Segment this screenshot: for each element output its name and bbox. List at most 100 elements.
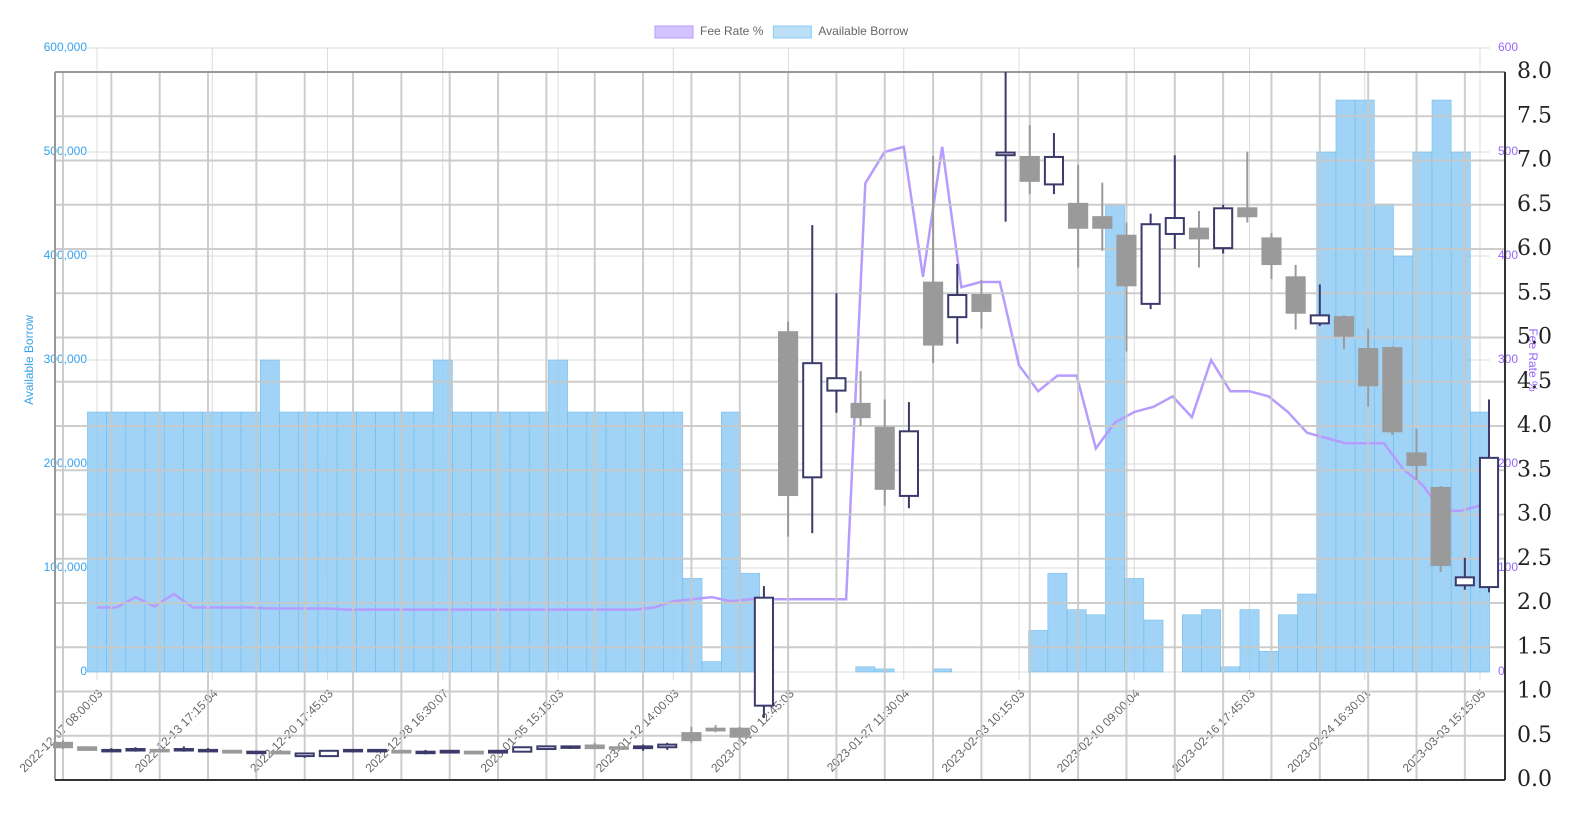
candle-body <box>729 727 750 738</box>
candle-body <box>850 402 871 419</box>
bar <box>1066 609 1087 673</box>
candle-body <box>633 745 654 750</box>
bar <box>490 411 511 673</box>
y-tick-label: 0 <box>80 664 87 678</box>
bar <box>701 661 722 673</box>
candle-body <box>1140 223 1161 305</box>
y-tick-label: 7.5 <box>1517 103 1552 128</box>
bar <box>471 411 492 673</box>
y2-tick-label: 400 <box>1498 248 1518 262</box>
candle-body <box>753 596 774 707</box>
candle-body <box>1188 227 1210 240</box>
bar <box>413 411 434 673</box>
candle-body <box>584 744 605 750</box>
candle-body <box>1116 234 1137 287</box>
candle-body <box>101 748 122 753</box>
bar <box>721 411 741 673</box>
bar <box>202 411 223 673</box>
y-tick-label: 5.0 <box>1517 325 1552 350</box>
y-tick-label: 6.5 <box>1517 192 1552 217</box>
y2-tick-label: 600 <box>1498 40 1518 54</box>
y-tick-label: 400,000 <box>44 248 88 262</box>
y-tick-label: 500,000 <box>44 144 88 158</box>
bar <box>567 411 588 673</box>
y-tick-label: 2.0 <box>1517 590 1552 615</box>
candle-body <box>608 746 629 750</box>
candle-body <box>898 430 919 497</box>
candle-body <box>415 750 436 755</box>
candle-body <box>173 748 194 752</box>
bar <box>125 411 146 673</box>
bar <box>682 578 703 673</box>
bar <box>548 359 568 673</box>
bar <box>509 411 530 673</box>
bar <box>106 411 127 673</box>
candle-body <box>246 750 267 755</box>
y-tick-label: 3.5 <box>1517 457 1552 482</box>
candle-body <box>971 294 992 312</box>
y-tick-label: 5.5 <box>1517 280 1552 305</box>
bar <box>279 411 299 673</box>
bar <box>452 411 472 673</box>
candle-body <box>77 746 98 751</box>
y-tick-label: 6.0 <box>1517 236 1552 261</box>
candle-body <box>560 745 581 749</box>
bar <box>375 411 395 673</box>
candle-body <box>1382 347 1403 433</box>
candle-body <box>1309 314 1330 325</box>
candle-body <box>1068 202 1089 229</box>
bar <box>356 411 376 673</box>
y-tick-label: 4.5 <box>1517 369 1552 394</box>
bar <box>1085 614 1106 673</box>
bar <box>663 411 684 673</box>
y2-axis-title: Fee Rate % <box>1526 328 1540 392</box>
bar <box>240 411 261 673</box>
candle-body <box>874 426 895 490</box>
legend-label: Available Borrow <box>818 24 908 38</box>
candle-body <box>778 331 799 497</box>
bar <box>1297 593 1317 673</box>
candle-body <box>1285 276 1306 314</box>
bar <box>586 411 607 673</box>
candle-body <box>125 748 146 752</box>
bar <box>1335 99 1356 673</box>
candle-body <box>1092 216 1113 229</box>
bar <box>221 411 242 673</box>
candle-body <box>1019 155 1040 182</box>
candle-body <box>222 749 243 754</box>
bar <box>144 411 165 673</box>
candle-body <box>1333 316 1355 337</box>
candle-body <box>947 294 968 319</box>
bar <box>1201 609 1221 673</box>
y-tick-label: 0.5 <box>1517 723 1552 748</box>
bar <box>183 411 203 673</box>
candle-body <box>995 151 1016 157</box>
bar <box>932 668 953 673</box>
bar <box>1431 99 1452 673</box>
bar <box>260 359 280 673</box>
candle-body <box>487 749 509 754</box>
bar <box>87 411 107 673</box>
candle-body <box>463 750 484 755</box>
y-tick-label: 200,000 <box>44 456 88 470</box>
bar <box>1374 203 1394 673</box>
bar <box>1239 609 1260 673</box>
candle-body <box>367 748 388 753</box>
candle-body <box>1213 207 1234 250</box>
y-tick-label: 8.0 <box>1517 59 1552 84</box>
candle-body <box>681 732 702 742</box>
candle-body <box>1261 237 1282 266</box>
candle-body <box>802 362 823 479</box>
candle-body <box>1454 576 1475 587</box>
candle-body <box>1430 486 1451 566</box>
candle-body <box>270 750 291 755</box>
y2-tick-label: 200 <box>1498 456 1518 470</box>
candle-body <box>657 743 678 749</box>
candle-body <box>1406 452 1427 466</box>
bar <box>298 411 319 673</box>
y2-tick-label: 300 <box>1498 352 1518 366</box>
legend-label: Fee Rate % <box>700 24 764 38</box>
bar <box>1278 614 1298 673</box>
bar <box>644 411 664 673</box>
